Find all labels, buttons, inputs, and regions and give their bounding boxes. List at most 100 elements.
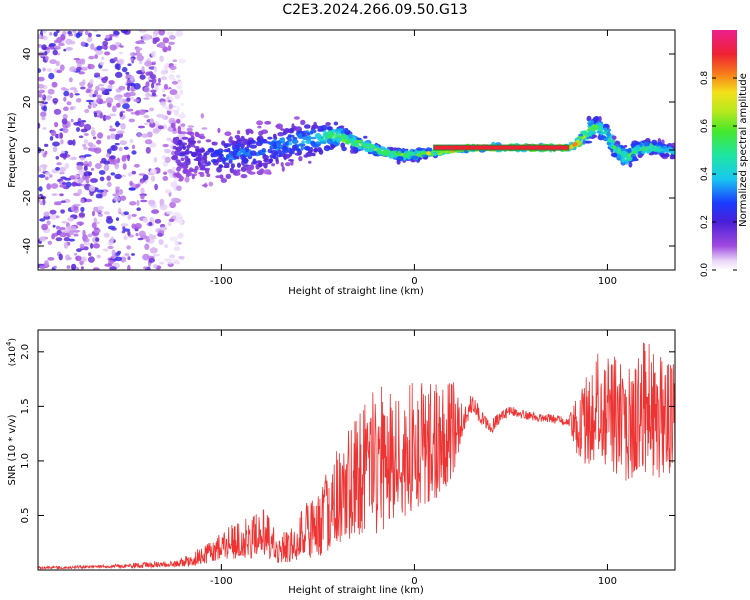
ridge-cell (657, 141, 663, 146)
noise-cell (101, 77, 108, 84)
noise-cell (93, 105, 97, 108)
noise-cell (110, 172, 116, 176)
noise-cell (114, 41, 121, 46)
noise-cell (171, 258, 179, 263)
spectrogram-heatmap (38, 30, 675, 270)
noise-cell (114, 122, 121, 126)
ridge-cell (273, 152, 279, 156)
ridge-cell (191, 174, 195, 180)
ridge-cell (220, 178, 227, 183)
ridge-cell (180, 162, 186, 166)
noise-cell (107, 245, 114, 250)
noise-cell (153, 66, 158, 73)
noise-cell (173, 246, 181, 252)
noise-cell (133, 163, 140, 168)
ridge-cell (308, 160, 312, 164)
noise-cell (158, 42, 166, 49)
noise-cell (65, 181, 72, 188)
noise-cell (127, 230, 131, 236)
noise-cell (158, 30, 165, 36)
ridge-cell (313, 148, 318, 153)
noise-cell (173, 63, 177, 67)
noise-cell (38, 83, 45, 89)
ridge-cell (304, 124, 311, 129)
noise-cell (150, 168, 157, 174)
noise-cell (119, 140, 127, 146)
noise-cell (38, 200, 43, 204)
ridge-cell (355, 149, 359, 153)
noise-cell (72, 30, 77, 33)
noise-cell (52, 141, 60, 147)
colorbar-tick-label: 0.6 (700, 119, 710, 134)
noise-cell (80, 128, 88, 133)
ridge-cell (252, 158, 257, 164)
ridge-cell (617, 147, 622, 154)
noise-cell (96, 254, 101, 259)
ridge-cell (239, 154, 246, 159)
ridge-cell (175, 147, 179, 151)
ridge-cell (223, 143, 229, 149)
ridge-cell (200, 149, 205, 153)
noise-cell (169, 254, 176, 259)
ridge-cell (283, 146, 287, 150)
ridge-cell (325, 145, 331, 149)
ridge-cell (643, 142, 649, 146)
noise-cell (75, 255, 82, 262)
noise-cell (38, 122, 41, 129)
x-tick-label: 100 (598, 276, 617, 287)
noise-cell (165, 63, 169, 67)
ridge-cell (248, 171, 256, 175)
noise-cell (131, 253, 135, 256)
noise-cell (66, 265, 71, 269)
noise-cell (93, 112, 98, 118)
ridge-cell (604, 124, 609, 128)
ridge-cell (306, 140, 310, 145)
noise-cell (63, 106, 69, 112)
noise-cell (170, 181, 178, 188)
noise-cell (54, 45, 61, 50)
noise-cell (70, 118, 74, 123)
ridge-cell (592, 134, 598, 138)
noise-cell (82, 143, 87, 148)
ridge-cell (172, 138, 178, 145)
noise-cell (123, 146, 129, 150)
ridge-cell (199, 168, 207, 171)
noise-cell (119, 45, 124, 48)
noise-cell (106, 175, 111, 181)
ridge-cell (639, 143, 643, 147)
noise-cell (75, 98, 82, 103)
noise-cell (55, 237, 63, 242)
ridge-cell (258, 130, 264, 136)
snr-x-label: Height of straight line (km) (288, 585, 424, 596)
noise-cell (38, 44, 43, 48)
spectrogram-x-ticks: -100 0 100 (210, 30, 617, 287)
noise-cell (80, 41, 86, 46)
noise-cell (91, 210, 96, 217)
noise-cell (157, 232, 163, 237)
noise-cell (120, 256, 127, 263)
ridge-cell (177, 130, 182, 134)
noise-cell (178, 232, 184, 239)
ridge-cell (301, 140, 305, 145)
ridge-cell (273, 133, 277, 139)
ridge-cell (300, 144, 304, 151)
noise-cell (78, 30, 84, 33)
ridge-cell (268, 141, 275, 146)
ridge-cell (223, 165, 230, 169)
noise-cell (70, 205, 75, 212)
noise-cell (162, 176, 169, 181)
noise-cell (121, 155, 126, 162)
ridge-cell (587, 122, 593, 126)
noise-cell (60, 139, 64, 145)
ridge-cell (240, 174, 248, 179)
noise-cell (83, 242, 91, 246)
noise-cell (80, 120, 87, 123)
noise-cell (97, 132, 104, 139)
noise-cell (72, 229, 81, 233)
noise-cell (136, 200, 140, 206)
ridge-cell (189, 151, 193, 154)
noise-cell (108, 34, 117, 37)
noise-cell (142, 217, 148, 224)
ridge-cell (641, 150, 646, 155)
noise-cell (99, 176, 105, 182)
